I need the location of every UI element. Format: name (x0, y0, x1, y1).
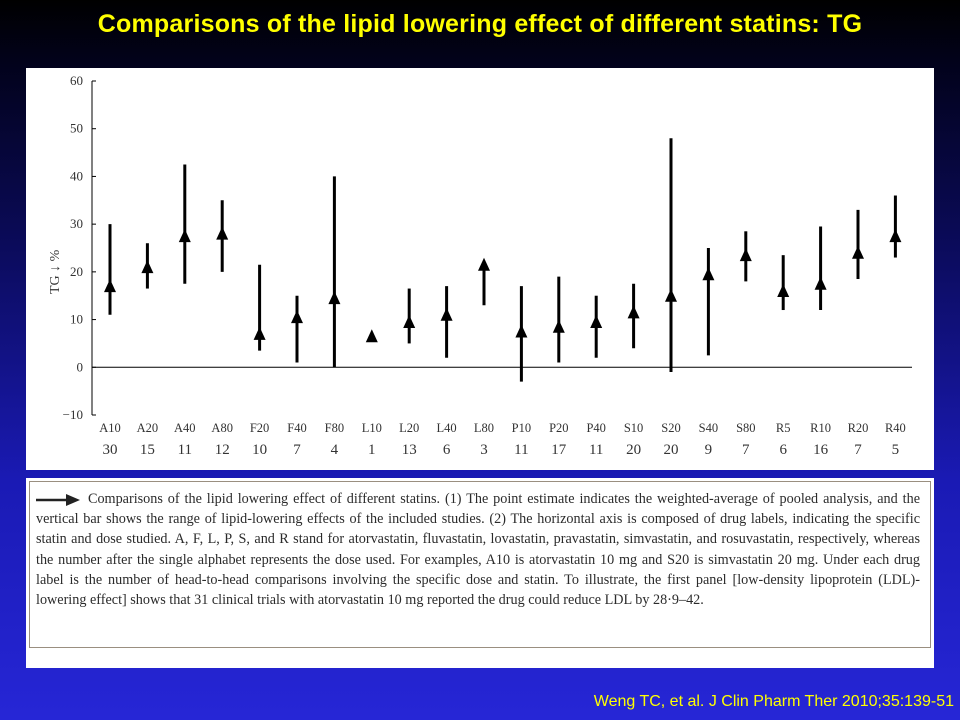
y-tick-label: 40 (70, 168, 83, 183)
comparison-count-label: 7 (293, 442, 301, 458)
x-tick-label: S40 (699, 421, 718, 435)
point-estimate-f80 (328, 291, 341, 305)
figure-caption: Comparisons of the lipid lowering effect… (29, 481, 931, 648)
comparison-count-label: 10 (252, 442, 267, 458)
point-estimate-a80 (216, 226, 229, 240)
point-estimate-f40 (291, 310, 303, 324)
x-tick-label: S20 (661, 421, 680, 435)
comparison-count-label: 7 (854, 442, 862, 458)
y-tick-label: 10 (70, 312, 83, 327)
point-estimate-f20 (253, 326, 266, 340)
y-axis-label: TG ↓ % (48, 249, 63, 294)
y-tick-label: 0 (77, 359, 84, 374)
citation: Weng TC, et al. J Clin Pharm Ther 2010;3… (593, 693, 954, 710)
point-estimate-l20 (403, 314, 416, 328)
range-bars (108, 138, 897, 382)
point-estimate-l10 (365, 329, 378, 343)
point-estimate-r5 (777, 283, 790, 297)
comparison-count-label: 4 (331, 442, 339, 458)
x-tick-label: A80 (211, 421, 233, 435)
point-estimate-p20 (552, 319, 565, 333)
x-tick-label: R5 (776, 421, 791, 435)
x-tick-label: A10 (99, 421, 121, 435)
point-estimate-l40 (440, 307, 453, 321)
comparison-count-label: 6 (779, 442, 787, 458)
comparison-count-label: 1 (368, 442, 376, 458)
comparison-count-label: 13 (402, 442, 417, 458)
comparison-count-label: 11 (178, 442, 192, 458)
x-tick-label: F40 (287, 421, 306, 435)
y-tick-label: 50 (70, 121, 83, 136)
x-tick-label: S10 (624, 421, 643, 435)
point-estimate-r10 (814, 276, 827, 290)
x-tick-label: R40 (885, 421, 906, 435)
point-markers (104, 226, 902, 343)
comparison-count-label: 3 (480, 442, 488, 458)
point-estimate-p40 (590, 314, 603, 328)
x-tick-label: L20 (399, 421, 419, 435)
comparison-count-label: 6 (443, 442, 451, 458)
point-estimate-r40 (889, 229, 902, 243)
x-tick-label: P10 (512, 421, 531, 435)
point-estimate-a40 (178, 229, 191, 243)
point-estimate-s40 (702, 267, 715, 281)
x-tick-label: A40 (174, 421, 196, 435)
x-tick-label: P40 (586, 421, 605, 435)
point-estimate-a10 (104, 279, 116, 293)
point-estimate-p10 (515, 324, 528, 338)
x-tick-label: L40 (437, 421, 457, 435)
comparison-count-label: 7 (742, 442, 750, 458)
point-estimate-s80 (739, 248, 752, 262)
comparison-count-label: 17 (551, 442, 567, 458)
y-tick-label: 20 (70, 264, 83, 279)
comparison-count-label: 5 (892, 442, 900, 458)
comparison-count-label: 11 (589, 442, 603, 458)
comparison-count-label: 16 (813, 442, 829, 458)
comparison-count-label: 11 (514, 442, 528, 458)
x-tick-label: P20 (549, 421, 568, 435)
comparison-count-label: 9 (705, 442, 713, 458)
caption-text: Comparisons of the lipid lowering effect… (36, 491, 920, 609)
x-tick-label: L80 (474, 421, 494, 435)
chart-panel: −10 0 10 20 30 40 50 60 TG ↓ % A10 30 A20 15 A40 11 A80… (26, 68, 934, 470)
x-tick-label: L10 (362, 421, 382, 435)
point-estimate-a20 (141, 260, 154, 274)
point-estimate-r20 (852, 245, 864, 259)
x-tick-label: A20 (137, 421, 159, 435)
comparison-count-label: 20 (664, 442, 679, 458)
comparison-count-label: 12 (215, 442, 230, 458)
point-estimate-l80 (478, 257, 490, 271)
arrow-icon (36, 493, 80, 506)
y-tick-label: 30 (70, 216, 83, 231)
comparison-count-label: 30 (103, 442, 118, 458)
x-tick-label: R10 (810, 421, 831, 435)
point-estimate-s20 (665, 288, 677, 302)
y-tick-label: 60 (70, 73, 83, 88)
x-tick-label: F20 (250, 421, 269, 435)
point-estimate-s10 (627, 305, 640, 319)
x-tick-label: R20 (848, 421, 869, 435)
caption-panel: Comparisons of the lipid lowering effect… (26, 478, 934, 668)
comparison-count-label: 20 (626, 442, 641, 458)
chart-axes (91, 80, 912, 416)
x-tick-label: F80 (325, 421, 344, 435)
comparison-count-label: 15 (140, 442, 155, 458)
slide-title: Comparisons of the lipid lowering effect… (97, 10, 863, 38)
x-tick-label: S80 (736, 421, 755, 435)
y-tick-label: −10 (63, 407, 83, 422)
